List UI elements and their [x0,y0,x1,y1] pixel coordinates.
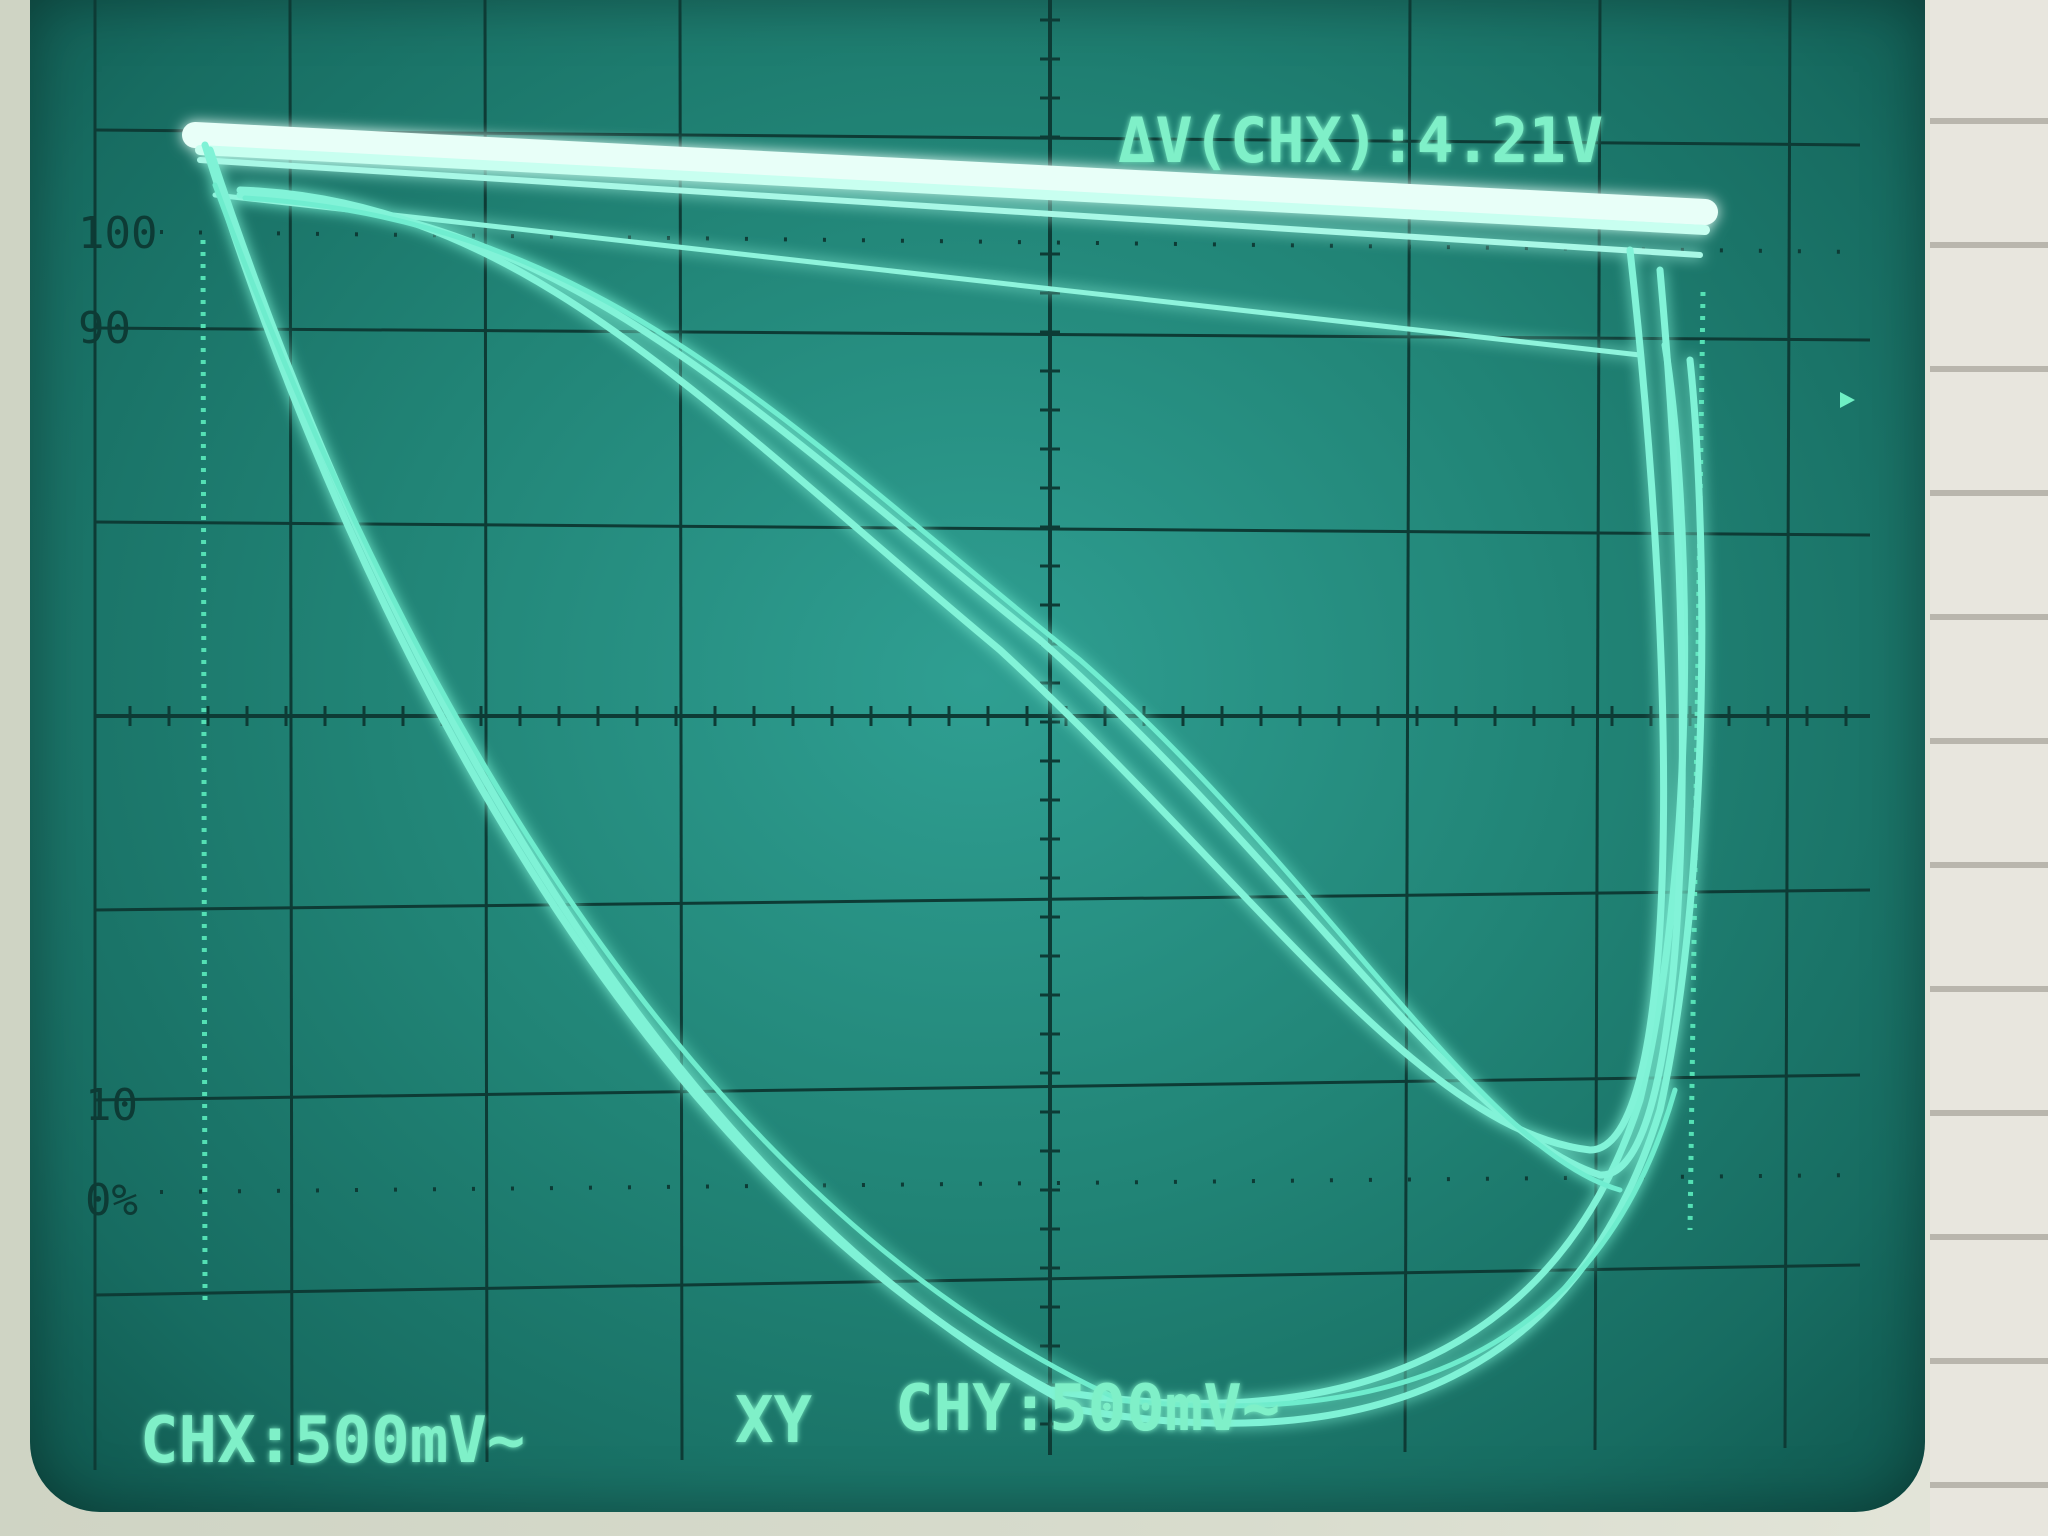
readouts: ΔV(CHX):4.21V CHX:500mV~ XY CHY:500mV~ [140,104,1603,1478]
label-0: 0% [85,1175,138,1226]
trace-inner-loop-1 [236,186,1668,1154]
label-100: 100 [78,208,157,259]
chx-readout: CHX:500mV~ [140,1404,525,1478]
trace-inner-loop-2 [236,191,1686,1179]
label-10: 10 [85,1080,138,1131]
trace-top-band [182,122,1718,225]
graticule-grid [93,0,1871,1470]
mode-readout: XY [735,1384,813,1458]
trace-outer-loop-2 [206,146,1706,1427]
graticule-labels: 100 90 10 0% [78,208,157,1226]
background-wall [1930,0,2048,1536]
xy-trace [182,122,1718,1427]
delta-v-readout: ΔV(CHX):4.21V [1118,104,1603,177]
rise-time-markers [159,230,1861,1194]
cursor-lines [200,239,1706,1301]
cursor-left [200,239,208,1301]
chy-readout: CHY:500mV~ [895,1372,1280,1446]
trigger-level-marker [1840,392,1855,408]
label-90: 90 [78,303,131,354]
